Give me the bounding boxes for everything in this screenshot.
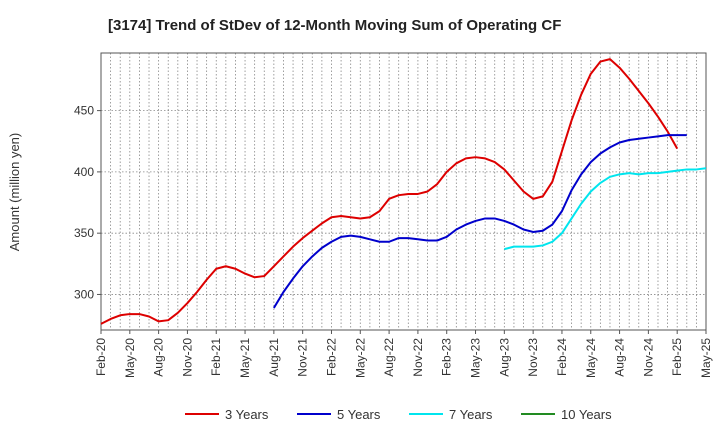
y-tick-label: 400 xyxy=(74,165,94,179)
x-tick-label: May-21 xyxy=(238,338,252,378)
y-tick-label: 450 xyxy=(74,104,94,118)
x-tick-label: May-22 xyxy=(353,338,367,378)
x-tick-label: May-23 xyxy=(469,338,483,378)
legend-label: 3 Years xyxy=(225,407,269,422)
x-tick-label: Aug-23 xyxy=(497,338,511,377)
x-tick-label: Feb-23 xyxy=(440,338,454,376)
legend-label: 7 Years xyxy=(449,407,493,422)
series-lines xyxy=(100,58,707,325)
x-tick-label: May-25 xyxy=(699,338,713,378)
x-tick-label: Nov-24 xyxy=(641,338,655,377)
x-axis-ticks: Feb-20 May-20 Aug-20 Nov-20 Feb-21 May-21 Aug-… xyxy=(94,330,713,378)
x-tick-label: Aug-20 xyxy=(152,338,166,377)
x-tick-label: Aug-21 xyxy=(267,338,281,377)
series-line-7-years xyxy=(504,167,707,251)
chart-title: [3174] Trend of StDev of 12-Month Moving… xyxy=(108,17,561,34)
x-tick-label: Feb-25 xyxy=(670,338,684,376)
plot-area-border xyxy=(100,52,707,331)
y-axis-ticks: 300 350 400 450 xyxy=(74,104,101,301)
x-tick-label: Nov-23 xyxy=(526,338,540,377)
series-line-5-years xyxy=(273,134,687,309)
x-tick-label: Aug-22 xyxy=(382,338,396,377)
x-tick-label: Feb-24 xyxy=(555,338,569,376)
x-tick-label: Feb-22 xyxy=(324,338,338,376)
legend: 3 Years 5 Years 7 Years 10 Years xyxy=(185,407,612,422)
y-axis-label: Amount (million yen) xyxy=(7,133,22,252)
grid xyxy=(101,53,706,330)
x-tick-label: Nov-20 xyxy=(180,338,194,377)
y-tick-label: 350 xyxy=(74,226,94,240)
x-tick-label: Feb-21 xyxy=(209,338,223,376)
x-tick-label: Nov-21 xyxy=(296,338,310,377)
legend-label: 5 Years xyxy=(337,407,381,422)
x-tick-label: May-20 xyxy=(123,338,137,378)
x-tick-label: Feb-20 xyxy=(94,338,108,376)
legend-label: 10 Years xyxy=(561,407,612,422)
x-tick-label: Nov-22 xyxy=(411,338,425,377)
x-tick-label: May-24 xyxy=(584,338,598,378)
y-tick-label: 300 xyxy=(74,287,94,301)
series-line-3-years xyxy=(100,58,679,325)
x-tick-label: Aug-24 xyxy=(613,338,627,377)
